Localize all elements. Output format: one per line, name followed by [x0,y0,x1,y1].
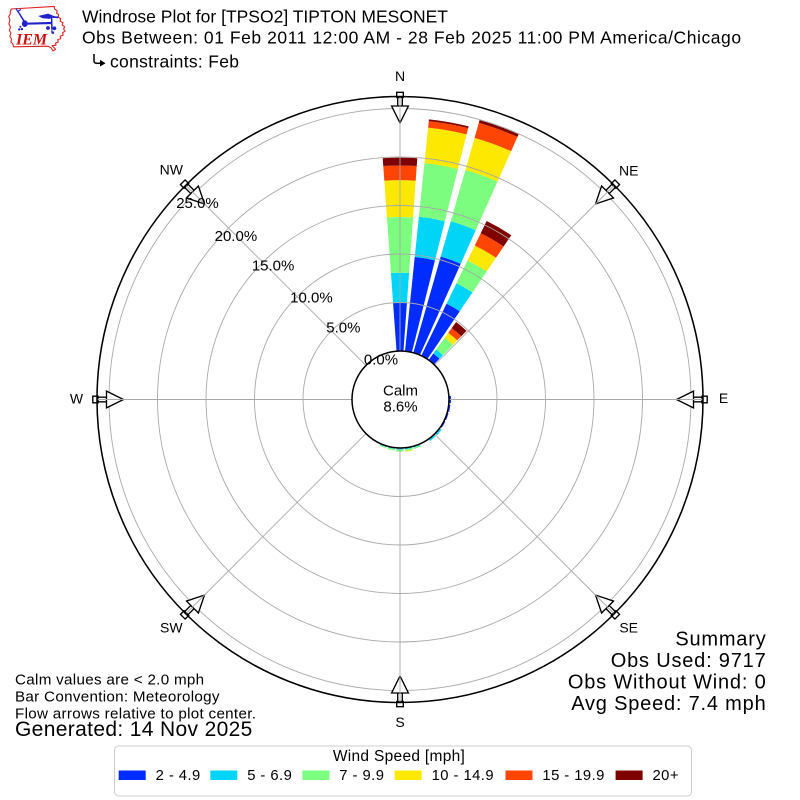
svg-text:SW: SW [160,620,183,636]
svg-text:NW: NW [160,161,184,177]
svg-text:constraints: Feb: constraints: Feb [110,52,239,72]
svg-text:Wind Speed [mph]: Wind Speed [mph] [333,748,465,765]
svg-text:15.0%: 15.0% [252,258,295,275]
svg-text:Windrose Plot for [TPSO2] TIPT: Windrose Plot for [TPSO2] TIPTON MESONET [82,7,448,27]
svg-text:15 - 19.9: 15 - 19.9 [542,768,604,784]
svg-text:7 - 9.9: 7 - 9.9 [339,768,384,784]
svg-text:10.0%: 10.0% [290,289,333,306]
svg-text:25.0%: 25.0% [176,195,219,212]
svg-text:IEM: IEM [15,31,48,48]
svg-text:SE: SE [619,620,638,636]
svg-text:20.0%: 20.0% [215,228,258,245]
svg-text:Avg Speed: 7.4 mph: Avg Speed: 7.4 mph [571,693,766,715]
svg-text:5.0%: 5.0% [326,320,360,337]
svg-text:Calm values are < 2.0 mph: Calm values are < 2.0 mph [15,672,204,689]
svg-text:0.0%: 0.0% [364,352,398,369]
svg-text:20+: 20+ [653,768,679,784]
svg-text:Calm: Calm [383,382,418,399]
svg-text:Obs Used: 9717: Obs Used: 9717 [611,650,767,672]
svg-text:S: S [395,714,404,730]
svg-text:Generated: 14 Nov 2025: Generated: 14 Nov 2025 [15,718,253,741]
svg-text:W: W [70,391,84,407]
svg-text:N: N [395,68,405,84]
svg-text:E: E [719,390,728,406]
svg-text:10 - 14.9: 10 - 14.9 [432,768,494,784]
svg-text:Flow arrows relative to plot c: Flow arrows relative to plot center. [15,706,256,723]
svg-text:NE: NE [619,162,638,178]
svg-text:Bar Convention: Meteorology: Bar Convention: Meteorology [15,689,220,706]
svg-text:Summary: Summary [675,629,766,651]
svg-text:Obs Without Wind: 0: Obs Without Wind: 0 [568,672,767,694]
svg-text:2 - 4.9: 2 - 4.9 [156,768,201,784]
svg-text:8.6%: 8.6% [383,399,417,416]
svg-text:Obs Between: 01 Feb 2011 12:00: Obs Between: 01 Feb 2011 12:00 AM - 28 F… [82,28,742,48]
svg-text:5 - 6.9: 5 - 6.9 [247,768,292,784]
